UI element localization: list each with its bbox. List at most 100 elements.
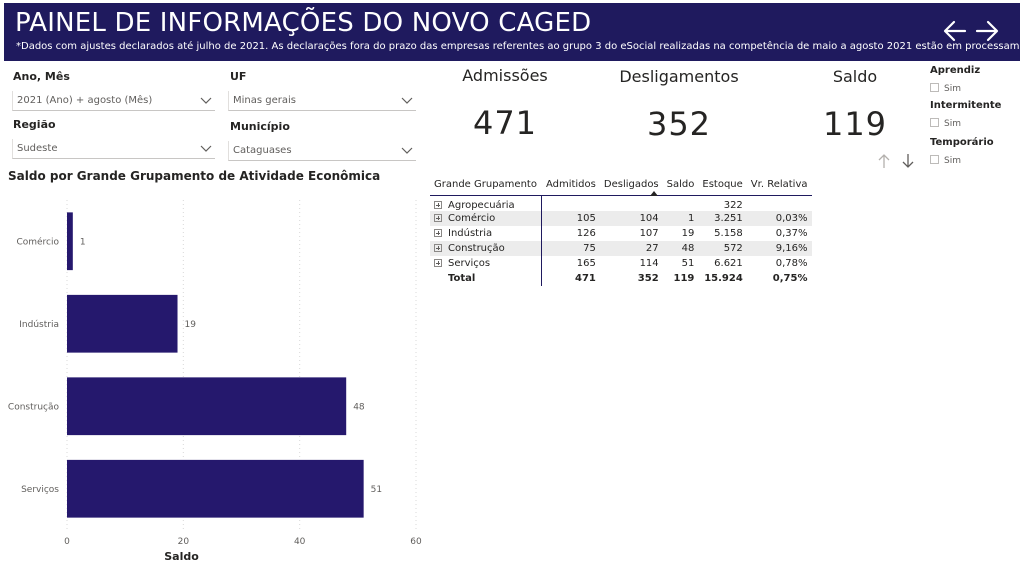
- table-total-row: Total 471 352 119 15.924 0,75%: [430, 270, 812, 286]
- table-cell: 0,78%: [775, 257, 808, 269]
- page-title: PAINEL DE INFORMAÇÕES DO NOVO CAGED: [15, 8, 592, 38]
- desligamentos-label: Desligamentos: [619, 67, 739, 86]
- nav-back-button[interactable]: [942, 18, 968, 44]
- saldo-label: Saldo: [832, 67, 878, 86]
- x-tick-label: 60: [410, 537, 422, 547]
- intermitente-title: Intermitente: [930, 100, 1002, 111]
- category-label: Comércio: [16, 236, 59, 247]
- municipio-dropdown[interactable]: Cataguases: [228, 141, 416, 161]
- aprendiz-sim-label: Sim: [944, 84, 961, 94]
- sort-indicator-icon: [650, 191, 658, 196]
- table-cell: 0,37%: [775, 227, 808, 239]
- chevron-down-icon: [200, 97, 212, 104]
- regiao-label: Região: [13, 118, 56, 131]
- data-label: 19: [185, 320, 197, 330]
- uf-value: Minas gerais: [233, 95, 296, 106]
- desligamentos-value: 352: [646, 105, 712, 143]
- category-label: Construção: [8, 402, 60, 412]
- row-label: Indústria: [448, 227, 493, 239]
- admissoes-label: Admissões: [462, 66, 548, 85]
- row-label: Serviços: [448, 257, 491, 269]
- table-cell: 0,75%: [772, 272, 808, 284]
- table-cell[interactable]: Indústria: [430, 225, 542, 241]
- table-row: Serviços 165 114 51 6.621 0,78%: [430, 255, 812, 271]
- bar: [67, 377, 347, 436]
- municipio-label: Município: [230, 120, 290, 133]
- table-cell: 114: [639, 257, 659, 269]
- regiao-dropdown[interactable]: Sudeste: [12, 139, 215, 159]
- table-cell[interactable]: Comércio: [430, 210, 542, 226]
- grupamento-matrix: Grande Grupamento Admitidos Desligados S…: [430, 175, 812, 286]
- arrow-right-icon: [975, 20, 999, 42]
- ano-mes-dropdown[interactable]: 2021 (Ano) + agosto (Mês): [12, 91, 215, 111]
- table-cell: 75: [541, 240, 600, 256]
- table-row: Comércio 105 104 1 3.251 0,03%: [430, 210, 812, 226]
- table-cell: 104: [599, 210, 663, 226]
- table-cell: 3.251: [698, 210, 747, 226]
- row-label: Agropecuária: [448, 199, 515, 211]
- temporario-sim-label: Sim: [944, 156, 961, 166]
- checkbox-icon: [930, 118, 939, 127]
- checkbox-icon: [930, 155, 939, 164]
- ano-mes-label: Ano, Mês: [13, 70, 70, 83]
- table-cell[interactable]: Construção: [430, 240, 542, 256]
- table-cell[interactable]: Agropecuária: [430, 195, 542, 211]
- uf-dropdown[interactable]: Minas gerais: [228, 91, 416, 111]
- table-cell: 126: [576, 227, 596, 239]
- intermitente-sim-label: Sim: [944, 119, 961, 129]
- table-cell: 51: [681, 257, 695, 269]
- ano-mes-value: 2021 (Ano) + agosto (Mês): [17, 95, 153, 106]
- arrow-up-icon[interactable]: [877, 153, 891, 169]
- table-cell: 322: [723, 199, 743, 211]
- table-header-row: Grande Grupamento Admitidos Desligados S…: [430, 175, 812, 196]
- column-header[interactable]: Admitidos: [541, 175, 600, 196]
- x-tick-label: 0: [64, 537, 70, 547]
- table-cell: 6.621: [714, 257, 743, 269]
- checkbox-icon: [930, 83, 939, 92]
- table-cell: 27: [599, 240, 663, 256]
- table-cell: 9,16%: [746, 240, 812, 256]
- expand-icon[interactable]: [434, 228, 442, 237]
- expand-icon[interactable]: [434, 213, 442, 222]
- table-cell: [663, 195, 699, 211]
- chevron-down-icon: [401, 97, 413, 104]
- x-tick-label: 40: [294, 537, 306, 547]
- table-cell: 1: [662, 210, 699, 226]
- column-header[interactable]: Estoque: [698, 175, 747, 196]
- expand-icon[interactable]: [434, 200, 442, 209]
- table-cell: 119: [673, 272, 695, 284]
- table-cell: 105: [541, 210, 600, 226]
- expand-icon[interactable]: [434, 258, 442, 267]
- bar: [67, 459, 364, 518]
- intermitente-sim-checkbox[interactable]: Sim: [930, 118, 961, 129]
- table-cell: Total: [430, 270, 542, 286]
- data-label: 51: [371, 485, 382, 495]
- category-label: Serviços: [21, 485, 59, 495]
- chevron-down-icon: [401, 147, 413, 154]
- column-header[interactable]: Grande Grupamento: [430, 175, 542, 196]
- nav-forward-button[interactable]: [974, 18, 1000, 44]
- table-cell[interactable]: Serviços: [430, 255, 542, 271]
- aprendiz-sim-checkbox[interactable]: Sim: [930, 83, 961, 94]
- temporario-sim-checkbox[interactable]: Sim: [930, 155, 961, 166]
- table-cell: 0,03%: [746, 210, 812, 226]
- regiao-value: Sudeste: [17, 143, 58, 154]
- table-cell: 471: [575, 272, 596, 284]
- uf-label: UF: [230, 70, 247, 83]
- table-cell: 107: [639, 227, 659, 239]
- report-header: PAINEL DE INFORMAÇÕES DO NOVO CAGED *Dad…: [4, 3, 1024, 61]
- table-row: Construção 75 27 48 572 9,16%: [430, 240, 812, 256]
- column-header[interactable]: Saldo: [662, 175, 699, 196]
- column-header[interactable]: Desligados: [599, 175, 663, 196]
- table-cell: 165: [576, 257, 596, 269]
- arrow-down-icon[interactable]: [901, 153, 915, 169]
- category-label: Indústria: [19, 320, 59, 330]
- data-label: 48: [353, 402, 365, 412]
- table-cell: [541, 195, 599, 211]
- arrow-left-icon: [943, 20, 967, 42]
- column-header[interactable]: Vr. Relativa: [746, 175, 812, 196]
- x-tick-label: 20: [178, 537, 190, 547]
- temporario-title: Temporário: [930, 137, 994, 148]
- expand-icon[interactable]: [434, 243, 442, 252]
- page-subtitle: *Dados com ajustes declarados até julho …: [16, 41, 1024, 52]
